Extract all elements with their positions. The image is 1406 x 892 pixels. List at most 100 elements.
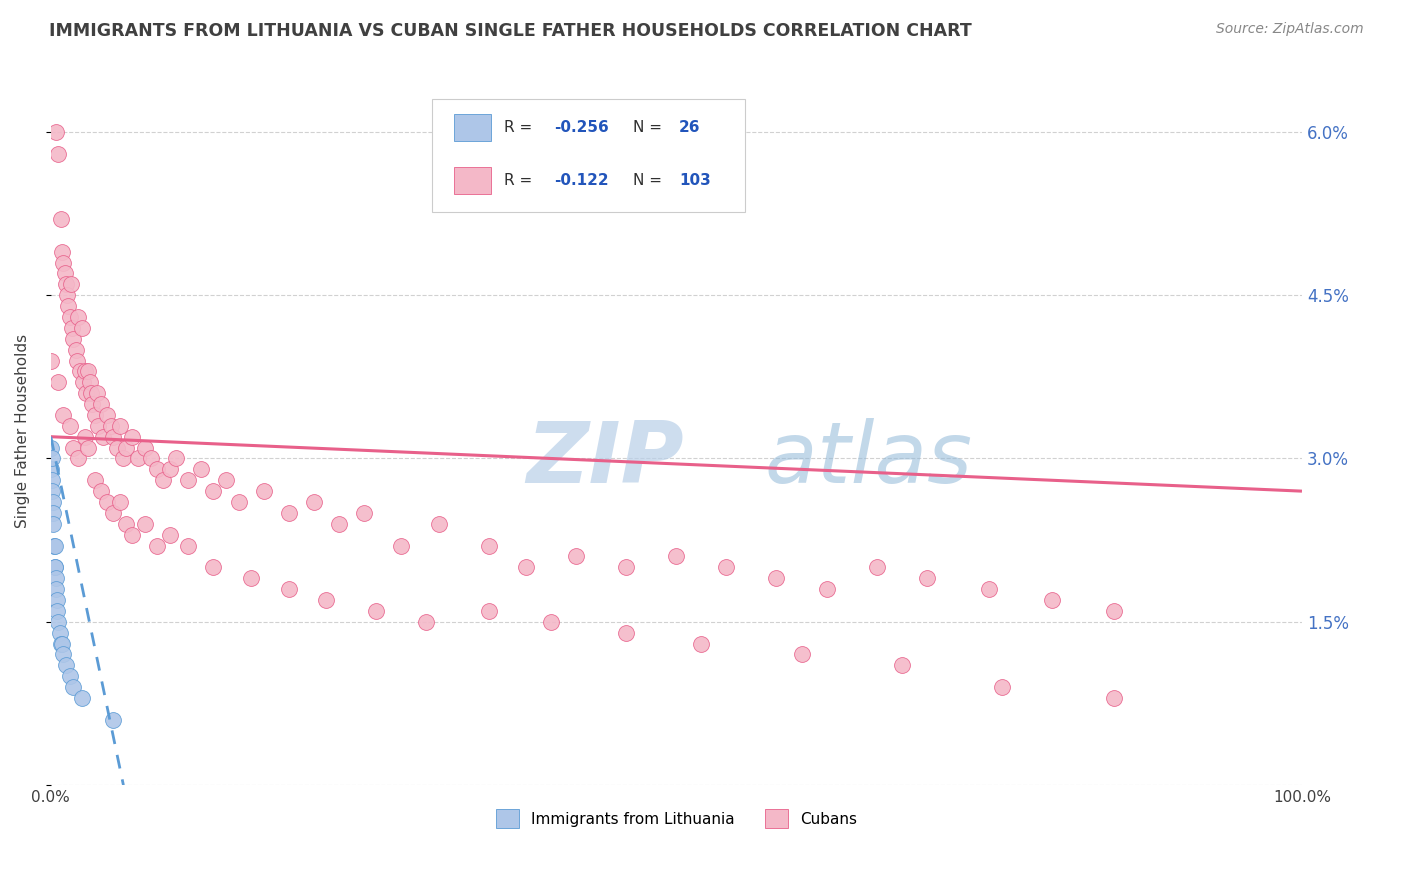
Point: [202, 560, 225, 574]
Point: [49, 211, 72, 226]
Point: [55, 277, 77, 292]
Point: [77, 364, 100, 378]
Point: [100, 418, 122, 433]
Point: [315, 593, 337, 607]
Point: [52, 408, 75, 422]
Point: [42, 506, 65, 520]
Text: IMMIGRANTS FROM LITHUANIA VS CUBAN SINGLE FATHER HOUSEHOLDS CORRELATION CHART: IMMIGRANTS FROM LITHUANIA VS CUBAN SINGL…: [49, 22, 972, 40]
Point: [890, 658, 912, 673]
Point: [190, 462, 212, 476]
Point: [72, 376, 94, 390]
Text: -0.122: -0.122: [554, 172, 609, 187]
Point: [83, 473, 105, 487]
Point: [115, 516, 138, 531]
Text: N =: N =: [633, 172, 662, 187]
Point: [665, 549, 688, 564]
Point: [159, 462, 181, 476]
Text: -0.256: -0.256: [554, 120, 609, 136]
Point: [46, 593, 69, 607]
Point: [55, 658, 77, 673]
Point: [62, 441, 84, 455]
Point: [59, 669, 82, 683]
Point: [93, 430, 115, 444]
Point: [1104, 691, 1126, 706]
Point: [70, 691, 93, 706]
Point: [90, 484, 112, 499]
Point: [690, 636, 713, 650]
Point: [121, 430, 143, 444]
Point: [159, 527, 181, 541]
Bar: [454, 114, 491, 141]
Point: [240, 571, 263, 585]
Point: [277, 582, 299, 596]
Point: [103, 713, 125, 727]
Point: [215, 473, 238, 487]
Point: [46, 146, 69, 161]
Point: [45, 125, 67, 139]
Point: [73, 430, 96, 444]
Point: [115, 441, 138, 455]
Text: ZIP: ZIP: [526, 418, 683, 501]
Point: [83, 408, 105, 422]
Point: [366, 604, 388, 618]
Y-axis label: Single Father Households: Single Father Households: [15, 334, 30, 528]
Text: 103: 103: [679, 172, 710, 187]
Point: [82, 397, 104, 411]
Point: [41, 484, 63, 499]
FancyBboxPatch shape: [433, 99, 745, 212]
Point: [515, 560, 537, 574]
Point: [108, 495, 131, 509]
Point: [52, 648, 75, 662]
Point: [59, 418, 82, 433]
Point: [252, 484, 274, 499]
Point: [96, 495, 118, 509]
Point: [44, 539, 66, 553]
Point: [60, 321, 83, 335]
Point: [415, 615, 437, 629]
Point: [177, 473, 200, 487]
Point: [87, 418, 110, 433]
Point: [146, 539, 169, 553]
Point: [70, 321, 93, 335]
Text: R =: R =: [503, 172, 531, 187]
Point: [105, 441, 128, 455]
Point: [540, 615, 562, 629]
Point: [134, 441, 156, 455]
Point: [1104, 604, 1126, 618]
Point: [46, 615, 69, 629]
Point: [979, 582, 1001, 596]
Point: [62, 332, 84, 346]
Point: [990, 680, 1012, 694]
Point: [39, 353, 62, 368]
Point: [228, 495, 250, 509]
Point: [41, 495, 63, 509]
Point: [51, 244, 73, 259]
Legend: Immigrants from Lithuania, Cubans: Immigrants from Lithuania, Cubans: [489, 803, 863, 834]
Text: Source: ZipAtlas.com: Source: ZipAtlas.com: [1216, 22, 1364, 37]
Point: [41, 473, 63, 487]
Point: [103, 430, 125, 444]
Text: atlas: atlas: [763, 418, 972, 501]
Point: [121, 527, 143, 541]
Point: [790, 648, 813, 662]
Text: 26: 26: [679, 120, 700, 136]
Point: [146, 462, 169, 476]
Point: [44, 560, 66, 574]
Point: [53, 267, 76, 281]
Point: [177, 539, 200, 553]
Point: [59, 277, 82, 292]
Point: [165, 451, 187, 466]
Point: [49, 636, 72, 650]
Point: [45, 582, 67, 596]
Point: [302, 495, 325, 509]
Point: [865, 560, 887, 574]
Point: [915, 571, 938, 585]
Point: [41, 462, 63, 476]
Point: [45, 571, 67, 585]
Point: [90, 397, 112, 411]
Point: [103, 506, 125, 520]
Point: [69, 364, 91, 378]
Point: [389, 539, 412, 553]
Point: [112, 451, 135, 466]
Point: [152, 473, 174, 487]
